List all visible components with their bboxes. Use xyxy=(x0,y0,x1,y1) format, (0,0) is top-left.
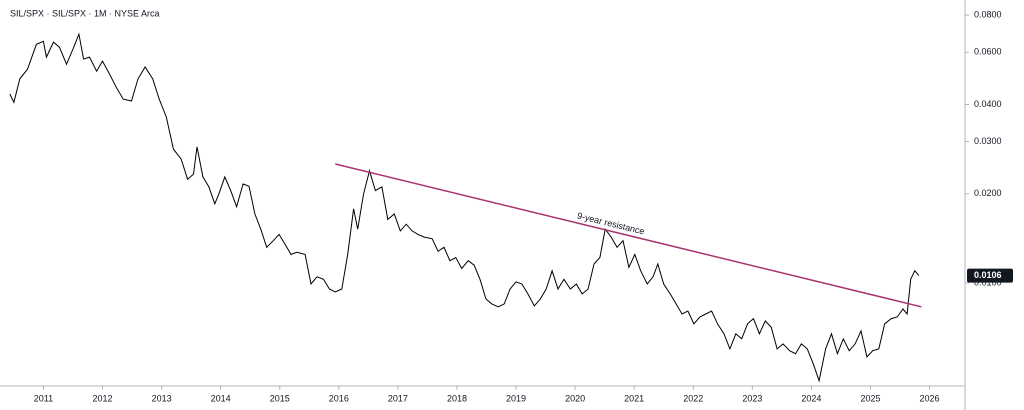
x-tick-label: 2025 xyxy=(860,393,880,403)
x-tick-label: 2015 xyxy=(270,393,290,403)
x-tick-label: 2023 xyxy=(742,393,762,403)
y-tick-label: 0.0400 xyxy=(974,99,1002,109)
x-tick-label: 2012 xyxy=(93,393,113,403)
chart-title: SIL/SPX · SIL/SPX · 1M · NYSE Arca xyxy=(10,8,160,18)
x-tick-label: 2024 xyxy=(801,393,821,403)
x-tick-label: 2011 xyxy=(34,393,53,403)
y-tick-label: 0.0800 xyxy=(974,10,1002,20)
x-tick-label: 2020 xyxy=(565,393,585,403)
annotation-label: 9-year resistance xyxy=(576,210,645,236)
y-tick-label: 0.0200 xyxy=(974,188,1002,198)
x-tick-label: 2026 xyxy=(920,393,940,403)
price-line xyxy=(9,32,920,383)
y-tick-label: 0.0300 xyxy=(974,136,1002,146)
x-tick-label: 2021 xyxy=(624,393,644,403)
x-tick-label: 2014 xyxy=(211,393,231,403)
x-tick-label: 2018 xyxy=(447,393,467,403)
x-tick-label: 2016 xyxy=(329,393,349,403)
x-tick-label: 2022 xyxy=(683,393,703,403)
x-tick-label: 2019 xyxy=(506,393,526,403)
last-value-label: 0.0106 xyxy=(974,270,1002,280)
y-tick-label: 0.0600 xyxy=(974,47,1002,57)
resistance-line xyxy=(335,163,922,308)
x-tick-label: 2017 xyxy=(388,393,408,403)
x-tick-label: 2013 xyxy=(152,393,172,403)
last-value-badge xyxy=(967,268,1013,283)
